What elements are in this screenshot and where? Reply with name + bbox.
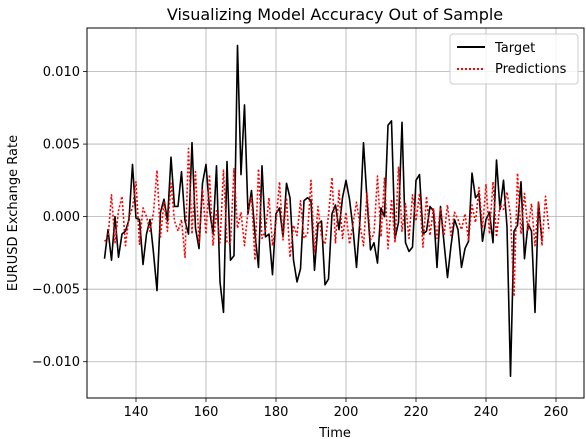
x-tick-label: 160 [194,405,219,420]
plot-series [103,44,550,378]
y-tick-label: 0.010 [43,65,80,80]
x-tick-label: 220 [404,405,429,420]
x-axis-ticks: 140 160 180 200 220 240 260 [124,398,569,420]
series-line-predictions [103,147,550,298]
x-tick-label: 140 [124,405,149,420]
chart-title: Visualizing Model Accuracy Out of Sample [167,5,503,24]
series-line-target [103,44,543,378]
y-axis-title: EURUSD Exchange Rate [6,135,21,291]
plot-frame [86,27,585,399]
y-tick-label: 0.005 [43,138,80,153]
x-tick-label: 260 [544,405,569,420]
x-axis-title: Time [318,426,351,439]
legend: Target Predictions [449,33,579,85]
y-tick-label: −0.005 [32,283,80,298]
x-tick-label: 180 [264,405,289,420]
y-tick-label: 0.000 [43,210,80,225]
legend-label-predictions: Predictions [495,62,567,77]
x-tick-label: 200 [334,405,359,420]
x-tick-label: 240 [474,405,499,420]
grid-lines [87,28,584,398]
y-tick-label: −0.010 [32,355,80,370]
y-axis-ticks: −0.010 −0.005 0.000 0.005 0.010 [32,65,87,370]
legend-label-target: Target [494,41,535,56]
